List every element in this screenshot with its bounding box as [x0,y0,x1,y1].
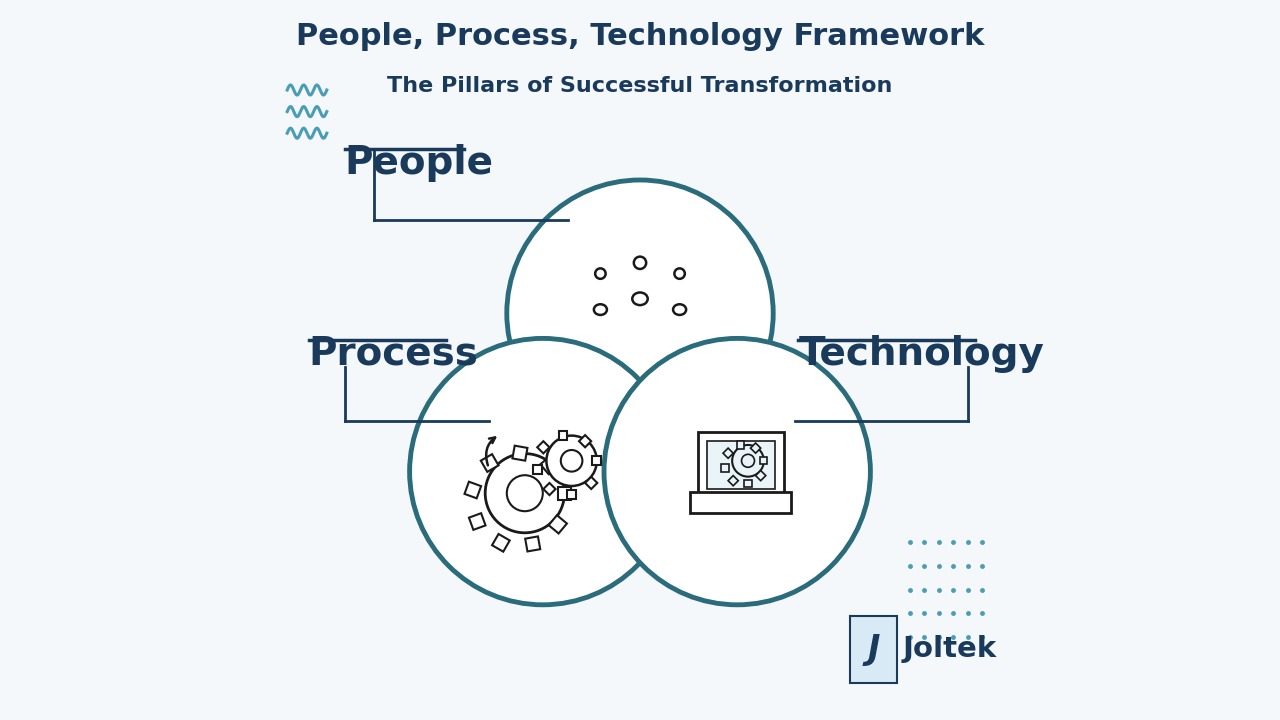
Bar [558,487,571,500]
FancyBboxPatch shape [850,616,897,683]
Ellipse shape [632,292,648,305]
Bar [760,457,768,464]
Bar [737,441,745,449]
Bar [593,456,602,465]
FancyBboxPatch shape [698,432,783,497]
Bar [750,443,760,453]
Text: The Pillars of Successful Transformation: The Pillars of Successful Transformation [388,76,892,96]
FancyBboxPatch shape [690,492,791,513]
Circle shape [634,256,646,269]
Text: Joltek: Joltek [902,636,997,663]
Bar [723,448,733,459]
Circle shape [741,454,754,467]
Circle shape [675,269,685,279]
Text: Technology: Technology [799,335,1044,373]
FancyBboxPatch shape [707,441,774,489]
Bar [492,534,509,552]
Ellipse shape [673,305,686,315]
Bar [585,477,598,489]
Bar [728,476,739,486]
Text: Process: Process [308,335,479,373]
Text: People, Process, Technology Framework: People, Process, Technology Framework [296,22,984,50]
Bar [549,516,567,534]
Bar [755,470,765,481]
Circle shape [410,338,676,605]
Circle shape [547,436,596,486]
Circle shape [604,338,870,605]
Bar [525,536,540,552]
Circle shape [485,454,564,533]
Bar [540,456,558,474]
Circle shape [732,445,764,477]
Bar [538,441,549,454]
Bar [543,483,556,495]
Ellipse shape [594,305,607,315]
Bar [468,513,485,530]
Bar [579,435,591,447]
Circle shape [595,269,605,279]
Bar [512,446,527,461]
Bar [558,431,567,440]
Bar [481,454,498,472]
Bar [567,490,576,499]
Circle shape [507,180,773,446]
Circle shape [507,475,543,511]
Bar [534,465,543,474]
Text: J: J [867,634,879,666]
Bar [722,464,728,472]
Bar [745,480,751,487]
Circle shape [561,450,582,472]
Text: People: People [344,144,494,182]
Bar [465,482,481,498]
